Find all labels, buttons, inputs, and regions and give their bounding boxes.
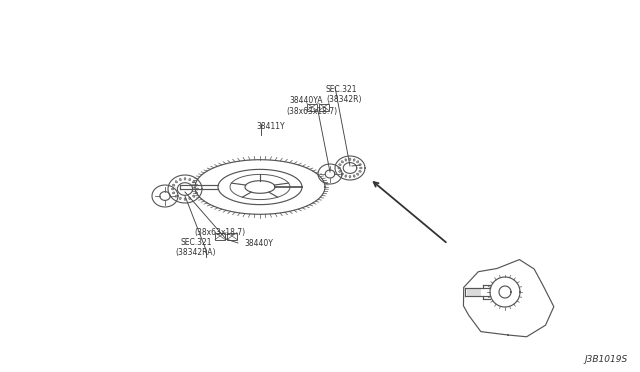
Bar bbox=[307, 103, 317, 110]
Ellipse shape bbox=[172, 192, 175, 194]
Ellipse shape bbox=[349, 158, 351, 161]
Ellipse shape bbox=[175, 181, 177, 183]
Ellipse shape bbox=[175, 195, 177, 197]
Ellipse shape bbox=[339, 170, 341, 172]
Ellipse shape bbox=[339, 164, 341, 166]
Ellipse shape bbox=[359, 164, 361, 166]
Ellipse shape bbox=[179, 179, 181, 181]
Ellipse shape bbox=[184, 177, 186, 180]
Ellipse shape bbox=[356, 173, 359, 175]
Ellipse shape bbox=[360, 167, 362, 169]
Ellipse shape bbox=[349, 176, 351, 178]
Ellipse shape bbox=[184, 198, 186, 201]
Ellipse shape bbox=[341, 161, 344, 163]
Text: 38411Y: 38411Y bbox=[256, 122, 285, 131]
Ellipse shape bbox=[195, 184, 198, 186]
Ellipse shape bbox=[179, 197, 181, 200]
Ellipse shape bbox=[193, 195, 195, 197]
Ellipse shape bbox=[353, 175, 355, 177]
Ellipse shape bbox=[341, 173, 344, 175]
Bar bbox=[227, 232, 237, 240]
Ellipse shape bbox=[353, 159, 355, 161]
Bar bbox=[319, 103, 329, 110]
Ellipse shape bbox=[338, 167, 340, 169]
Ellipse shape bbox=[193, 181, 195, 183]
Bar bbox=[215, 232, 225, 240]
Text: (38x63x18.7): (38x63x18.7) bbox=[195, 228, 246, 237]
Text: 38440YA: 38440YA bbox=[289, 96, 323, 105]
Ellipse shape bbox=[189, 179, 191, 181]
Ellipse shape bbox=[195, 192, 198, 194]
Ellipse shape bbox=[172, 184, 175, 186]
Text: J3B1019S: J3B1019S bbox=[585, 355, 628, 364]
Ellipse shape bbox=[356, 161, 359, 163]
Ellipse shape bbox=[189, 197, 191, 200]
Ellipse shape bbox=[196, 188, 198, 190]
Text: SEC.321
(38342RA): SEC.321 (38342RA) bbox=[176, 238, 216, 257]
Text: (38x63x18.7): (38x63x18.7) bbox=[287, 107, 337, 116]
Text: 38440Y: 38440Y bbox=[244, 238, 273, 247]
Ellipse shape bbox=[359, 170, 361, 172]
Ellipse shape bbox=[345, 175, 347, 177]
Text: SEC.321
(38342R): SEC.321 (38342R) bbox=[326, 85, 362, 105]
Ellipse shape bbox=[172, 188, 174, 190]
Ellipse shape bbox=[345, 159, 347, 161]
